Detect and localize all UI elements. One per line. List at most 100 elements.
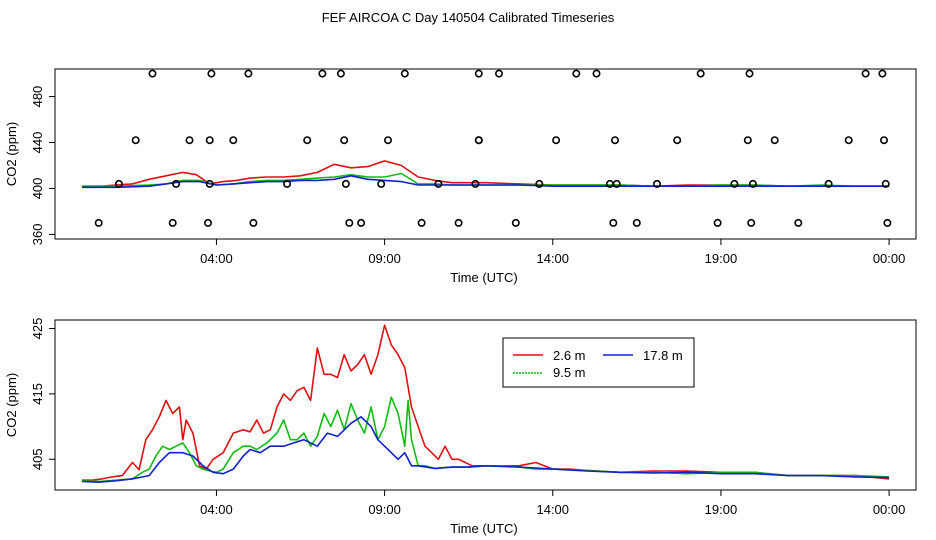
legend-label-9-5m: 9.5 m bbox=[553, 365, 586, 380]
top-qc-point bbox=[172, 179, 181, 188]
top-qc-point bbox=[94, 218, 103, 227]
top-qc-point bbox=[609, 218, 618, 227]
top-qc-point bbox=[474, 136, 483, 145]
top-qc-point bbox=[535, 179, 544, 188]
top-qc-point bbox=[336, 69, 345, 78]
bottom-x-tick-label: 14:00 bbox=[536, 502, 569, 517]
top-qc-point bbox=[229, 136, 238, 145]
top-qc-point bbox=[652, 179, 661, 188]
top-y-tick-label: 360 bbox=[30, 224, 45, 246]
bottom-x-axis-label: Time (UTC) bbox=[450, 521, 517, 536]
top-y-tick-label: 480 bbox=[30, 86, 45, 108]
top-qc-point bbox=[383, 136, 392, 145]
legend-label-2-6m: 2.6 m bbox=[553, 348, 586, 363]
top-x-tick-label: 14:00 bbox=[536, 251, 569, 266]
bottom-x-tick-label: 04:00 bbox=[200, 502, 233, 517]
legend: 2.6 m 9.5 m 17.8 m bbox=[502, 337, 695, 388]
top-qc-point bbox=[471, 179, 480, 188]
top-qc-point bbox=[881, 179, 890, 188]
top-qc-point bbox=[552, 136, 561, 145]
top-qc-point bbox=[743, 136, 752, 145]
top-qc-point bbox=[417, 218, 426, 227]
top-qc-point bbox=[205, 179, 214, 188]
top-y-axis-label: CO2 (ppm) bbox=[4, 122, 19, 186]
top-qc-point bbox=[747, 218, 756, 227]
bottom-x-tick-label: 19:00 bbox=[705, 502, 738, 517]
bottom-y-ticks: 405 415 425 bbox=[30, 318, 55, 470]
bottom-series-2-6-m bbox=[81, 324, 890, 482]
bottom-series-9-5-m bbox=[81, 396, 890, 483]
top-qc-point bbox=[824, 179, 833, 188]
top-qc-point bbox=[345, 218, 354, 227]
top-qc-point bbox=[377, 179, 386, 188]
top-y-tick-label: 400 bbox=[30, 178, 45, 200]
top-qc-point bbox=[730, 179, 739, 188]
top-qc-point bbox=[244, 69, 253, 78]
top-qc-point bbox=[878, 69, 887, 78]
legend-box bbox=[502, 337, 695, 388]
top-qc-point bbox=[454, 218, 463, 227]
top-qc-point bbox=[185, 136, 194, 145]
top-qc-point bbox=[696, 69, 705, 78]
bottom-y-tick-label: 425 bbox=[30, 318, 45, 340]
top-qc-point bbox=[207, 69, 216, 78]
top-qc-point bbox=[204, 218, 213, 227]
top-x-axis-label: Time (UTC) bbox=[450, 270, 517, 285]
top-qc-point bbox=[748, 179, 757, 188]
bottom-series bbox=[81, 324, 890, 484]
top-qc-point bbox=[879, 136, 888, 145]
top-qc-point bbox=[340, 136, 349, 145]
top-x-ticks: 04:00 09:00 14:00 19:00 00:00 bbox=[200, 239, 905, 266]
top-qc-point bbox=[303, 136, 312, 145]
top-qc-point bbox=[114, 179, 123, 188]
top-panel: 04:00 09:00 14:00 19:00 00:00 360 400 440 480 T… bbox=[4, 68, 917, 285]
top-y-ticks: 360 400 440 480 bbox=[30, 86, 55, 246]
legend-label-17-8m: 17.8 m bbox=[643, 348, 683, 363]
top-qc-point bbox=[572, 69, 581, 78]
top-qc-point bbox=[494, 69, 503, 78]
top-qc-point bbox=[861, 69, 870, 78]
top-qc-point bbox=[131, 136, 140, 145]
top-series bbox=[81, 160, 890, 189]
top-qc-point bbox=[612, 179, 621, 188]
top-series-2-6-m bbox=[81, 160, 890, 187]
top-qc-point bbox=[148, 69, 157, 78]
top-plot-frame bbox=[54, 68, 917, 240]
bottom-x-ticks: 04:00 09:00 14:00 19:00 00:00 bbox=[200, 490, 905, 517]
top-qc-point bbox=[249, 218, 258, 227]
top-qc-points bbox=[94, 69, 892, 227]
top-qc-point bbox=[168, 218, 177, 227]
bottom-x-tick-label: 00:00 bbox=[873, 502, 906, 517]
top-qc-point bbox=[341, 179, 350, 188]
bottom-y-axis-label: CO2 (ppm) bbox=[4, 373, 19, 437]
top-qc-point bbox=[883, 218, 892, 227]
top-qc-point bbox=[400, 69, 409, 78]
bottom-plot-frame bbox=[54, 319, 917, 491]
top-x-tick-label: 19:00 bbox=[705, 251, 738, 266]
bottom-x-tick-label: 09:00 bbox=[368, 502, 401, 517]
bottom-series-17-8-m bbox=[81, 415, 890, 484]
top-x-tick-label: 09:00 bbox=[368, 251, 401, 266]
top-qc-point bbox=[592, 69, 601, 78]
top-qc-point bbox=[434, 179, 443, 188]
top-y-tick-label: 440 bbox=[30, 132, 45, 154]
top-qc-point bbox=[673, 136, 682, 145]
top-x-tick-label: 00:00 bbox=[873, 251, 906, 266]
top-qc-point bbox=[713, 218, 722, 227]
top-qc-point bbox=[745, 69, 754, 78]
bottom-panel: 04:00 09:00 14:00 19:00 00:00 405 415 425 Time… bbox=[4, 318, 917, 536]
top-qc-point bbox=[844, 136, 853, 145]
top-series-17-8-m bbox=[81, 175, 890, 189]
top-qc-point bbox=[283, 179, 292, 188]
top-qc-point bbox=[632, 218, 641, 227]
bottom-y-tick-label: 415 bbox=[30, 383, 45, 405]
top-qc-point bbox=[770, 136, 779, 145]
top-qc-point bbox=[357, 218, 366, 227]
top-qc-point bbox=[610, 136, 619, 145]
top-x-tick-label: 04:00 bbox=[200, 251, 233, 266]
chart-title: FEF AIRCOA C Day 140504 Calibrated Times… bbox=[322, 10, 615, 25]
top-qc-point bbox=[318, 69, 327, 78]
top-qc-point bbox=[511, 218, 520, 227]
top-qc-point bbox=[474, 69, 483, 78]
